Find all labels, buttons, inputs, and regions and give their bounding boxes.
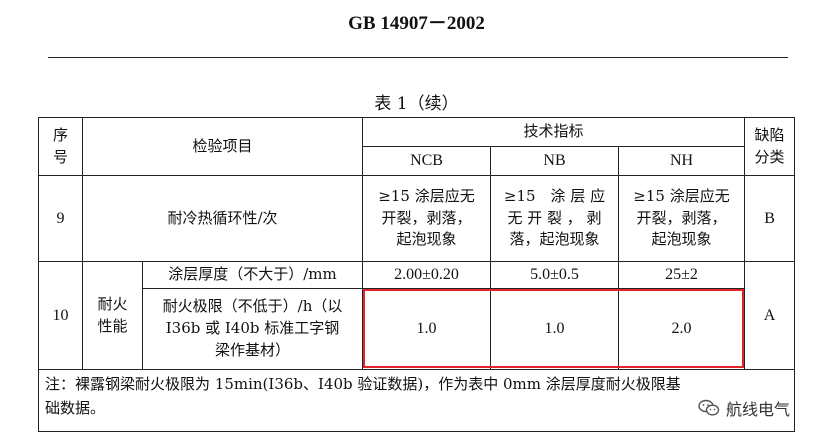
row9-nh: ≥15 涂层应无 开裂，剥落， 起泡现象 [618, 175, 746, 262]
table-note: 注：裸露钢梁耐火极限为 15min(I36b、I40b 验证数据)，作为表中 0… [37, 369, 796, 432]
table-row: 10 耐火 性能 涂层厚度（不大于）/mm 2.00±0.20 5.0±0.5 … [38, 261, 796, 370]
header-row-1: 序 号 检验项目 技术指标 缺陷 分类 [38, 117, 796, 176]
spec-table: 序 号 检验项目 技术指标 缺陷 分类 NCB NB NH 9 耐冷热循环性/次… [37, 117, 796, 432]
row9-defect: B [744, 175, 796, 262]
standard-code: GB 14907－2002 [348, 13, 485, 34]
table-row: 耐火极限（不低于）/h（以 I36b 或 I40b 标准工字钢 梁作基材） 1.… [39, 288, 795, 370]
row9-item: 耐冷热循环性/次 [81, 175, 364, 262]
seq-header: 序 号 [38, 117, 83, 176]
fire-limit-nh: 2.0 [618, 288, 746, 370]
item-header: 检验项目 [81, 117, 364, 176]
thickness-nb: 5.0±0.5 [490, 261, 620, 289]
table-row: 9 耐冷热循环性/次 ≥15 涂层应无 开裂，剥落， 起泡现象 ≥15 涂 层 应无… [38, 175, 796, 262]
col-header-nb: NB [490, 146, 620, 176]
col-header-nh: NH [618, 146, 746, 176]
defect-header: 缺陷 分类 [744, 117, 796, 176]
wechat-icon [698, 399, 720, 416]
tech-header: 技术指标 [362, 117, 746, 147]
fire-limit-ncb: 1.0 [362, 288, 492, 370]
row9-nb: ≥15 涂 层 应无 开 裂 ， 剥落，起泡现象 [490, 175, 620, 262]
row10-group: 耐火 性能 [82, 261, 143, 370]
thickness-ncb: 2.00±0.20 [362, 261, 492, 289]
thickness-nh: 25±2 [618, 261, 746, 289]
thickness-item: 涂层厚度（不大于）/mm [141, 261, 364, 289]
col-header-ncb: NCB [362, 146, 492, 176]
watermark: 航线电气 [698, 396, 790, 420]
row10-seq: 10 [38, 261, 83, 370]
note-row: 注：裸露钢梁耐火极限为 15min(I36b、I40b 验证数据)，作为表中 0… [37, 369, 796, 432]
watermark-text: 航线电气 [726, 400, 791, 419]
row10-defect: A [744, 261, 796, 370]
fire-limit-nb: 1.0 [490, 288, 620, 370]
header-rule [48, 57, 788, 58]
header-row-2: NCB NB NH [39, 146, 795, 176]
row9-seq: 9 [38, 175, 83, 262]
fire-limit-item: 耐火极限（不低于）/h（以 I36b 或 I40b 标准工字钢 梁作基材） [141, 288, 364, 370]
row9-ncb: ≥15 涂层应无 开裂，剥落， 起泡现象 [362, 175, 492, 262]
table-caption: 表 1（续） [374, 94, 459, 114]
